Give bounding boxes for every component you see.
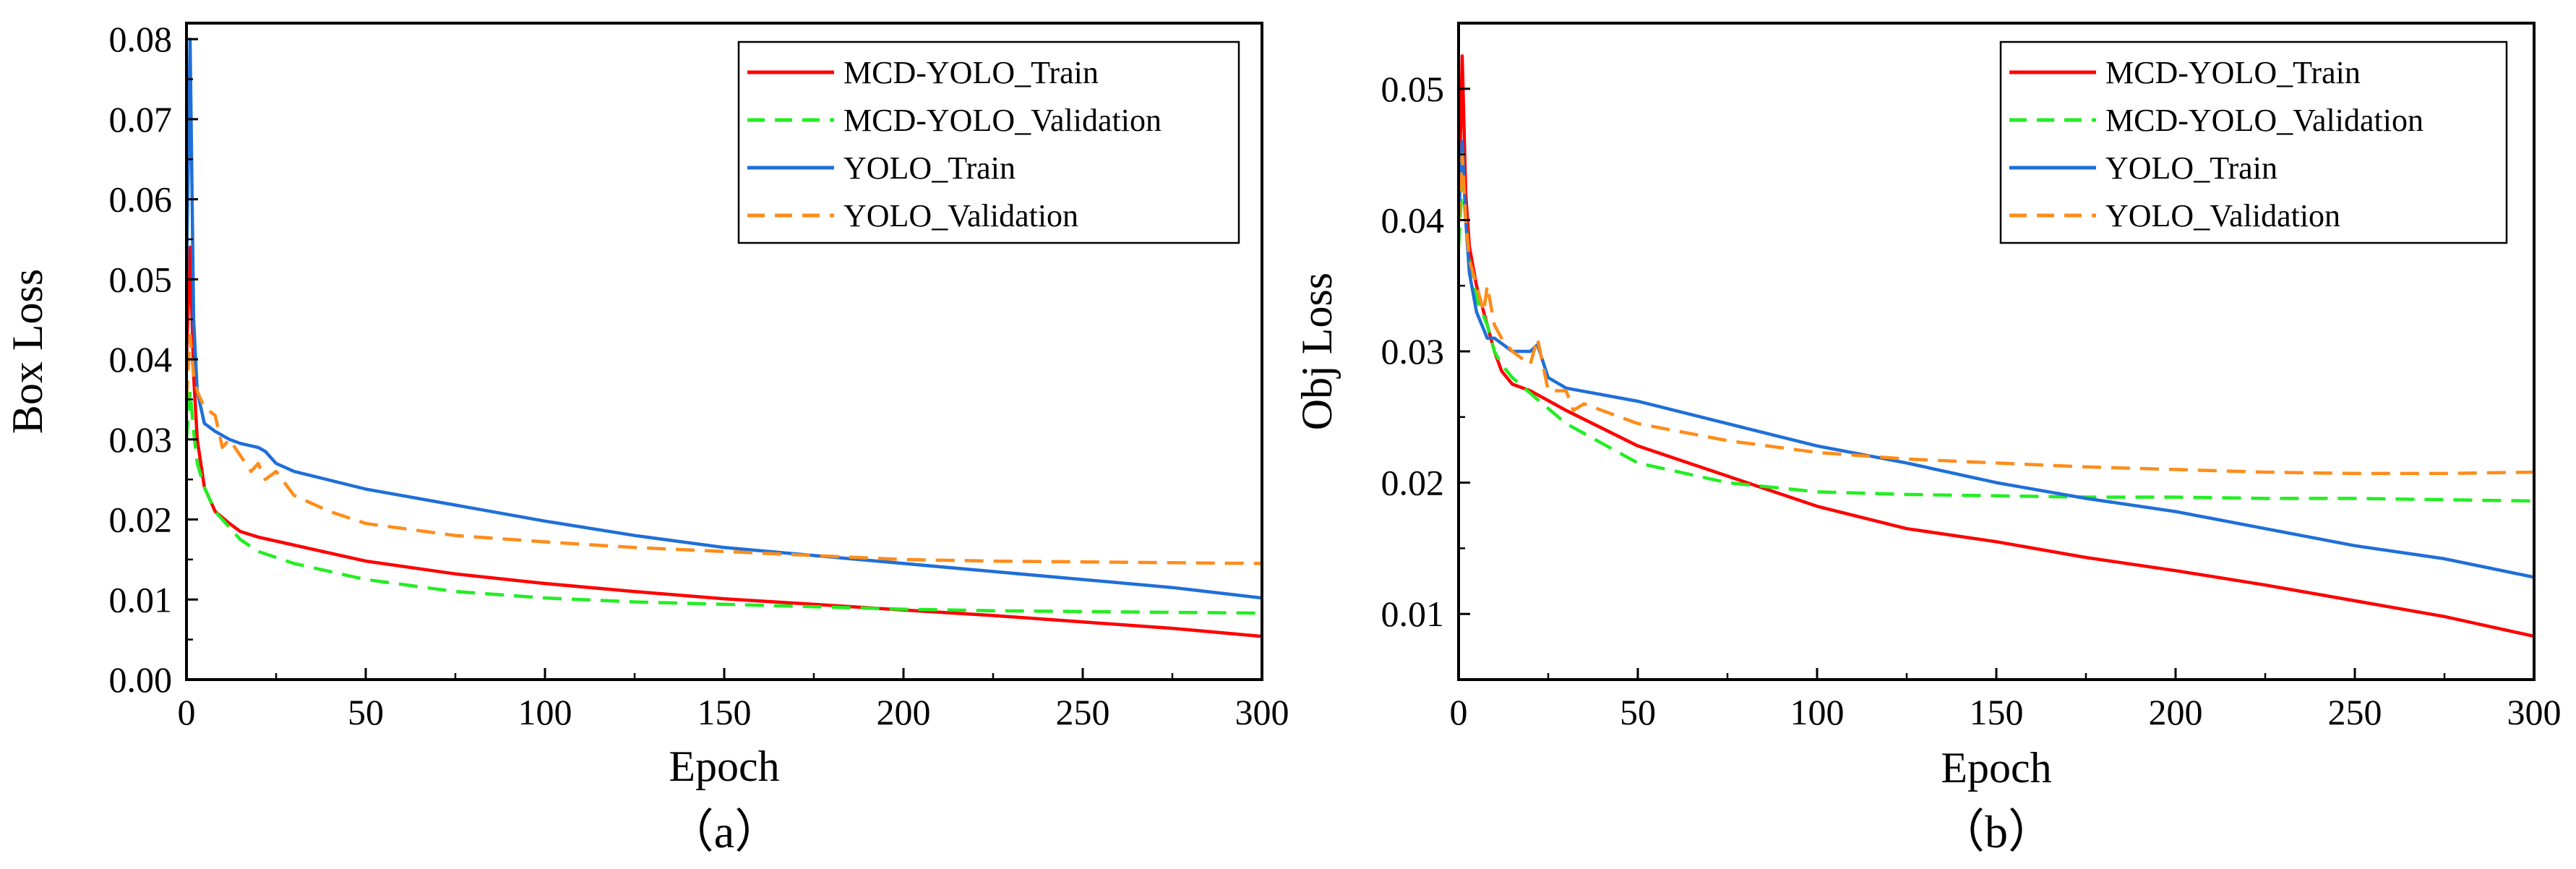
legend-entry: YOLO_Validation [843, 198, 1078, 234]
x-tick-label: 300 [1235, 692, 1289, 732]
legend-box [737, 40, 1240, 244]
legend-entry: MCD-YOLO_Train [2105, 55, 2361, 90]
y-tick-label: 0.01 [109, 579, 173, 620]
subfigure-caption: （b） [1939, 806, 2054, 857]
legend-entry: YOLO_Train [843, 150, 1016, 186]
legend-entry: YOLO_Train [2105, 150, 2277, 186]
series-group [186, 37, 1262, 638]
y-tick-label: 0.03 [1381, 331, 1445, 372]
chart-a: 0 50 100 150 200 250 300 0.00 0.01 0.02 0.03 0.04 0.… [4, 19, 1289, 857]
series-line-yolo-validation [1459, 153, 2534, 476]
x-tick-label: 0 [178, 692, 196, 732]
y-tick-label: 0.01 [1381, 594, 1445, 634]
legend: MCD-YOLO_Train MCD-YOLO_Validation YOLO_Tr… [1999, 40, 2508, 244]
series-line-yolo-train [186, 37, 1262, 600]
legend: MCD-YOLO_Train MCD-YOLO_Validation YOLO_Tr… [737, 40, 1240, 244]
y-tick-label: 0.04 [1381, 200, 1445, 240]
y-tick-label: 0.00 [109, 659, 173, 700]
x-tick-label: 50 [1620, 692, 1656, 732]
legend-entry: MCD-YOLO_Validation [2105, 103, 2423, 138]
series-line-mcd-yolo-train [1459, 54, 2534, 638]
legend-entry: MCD-YOLO_Train [843, 55, 1099, 90]
x-tick-label: 50 [348, 692, 384, 732]
legend-box [1999, 40, 2508, 244]
series-line-mcd-yolo-train [186, 245, 1262, 638]
x-tick-label: 200 [2149, 692, 2203, 732]
legend-entry: YOLO_Validation [2105, 198, 2340, 234]
series-line-yolo-train [1459, 140, 2534, 579]
y-axis-title: Box Loss [4, 269, 51, 434]
x-axis-title: Epoch [1941, 744, 2051, 792]
y-tick-label: 0.04 [109, 339, 173, 380]
x-tick-label: 200 [877, 692, 931, 732]
series-line-mcd-yolo-validation [1459, 179, 2534, 503]
series-group [1459, 54, 2534, 638]
x-tick-label: 300 [2507, 692, 2562, 732]
y-axis-title: Obj Loss [1293, 273, 1341, 430]
y-tick-label: 0.03 [109, 419, 173, 460]
x-tick-label: 100 [1790, 692, 1845, 732]
subfigure-caption: （a） [668, 806, 781, 857]
chart-b: 0 50 100 150 200 250 300 0.01 0.02 0.03 0.04 0.05 Ep… [1293, 22, 2562, 857]
x-tick-label: 150 [697, 692, 752, 732]
y-tick-label: 0.07 [109, 99, 173, 140]
x-tick-label: 150 [1970, 692, 2024, 732]
x-tick-label: 250 [1056, 692, 1110, 732]
x-tick-label: 250 [2328, 692, 2382, 732]
x-tick-label: 100 [518, 692, 572, 732]
y-tick-label: 0.05 [1381, 69, 1445, 109]
y-tick-label: 0.06 [109, 179, 173, 220]
series-line-yolo-validation [186, 333, 1262, 565]
y-tick-label: 0.08 [109, 19, 173, 59]
y-tick-label: 0.02 [1381, 463, 1445, 503]
legend-entry: MCD-YOLO_Validation [843, 103, 1162, 138]
x-tick-label: 0 [1450, 692, 1468, 732]
x-axis-title: Epoch [669, 742, 779, 790]
y-tick-label: 0.02 [109, 500, 173, 540]
series-line-mcd-yolo-validation [186, 390, 1262, 615]
y-tick-label: 0.05 [109, 259, 173, 299]
